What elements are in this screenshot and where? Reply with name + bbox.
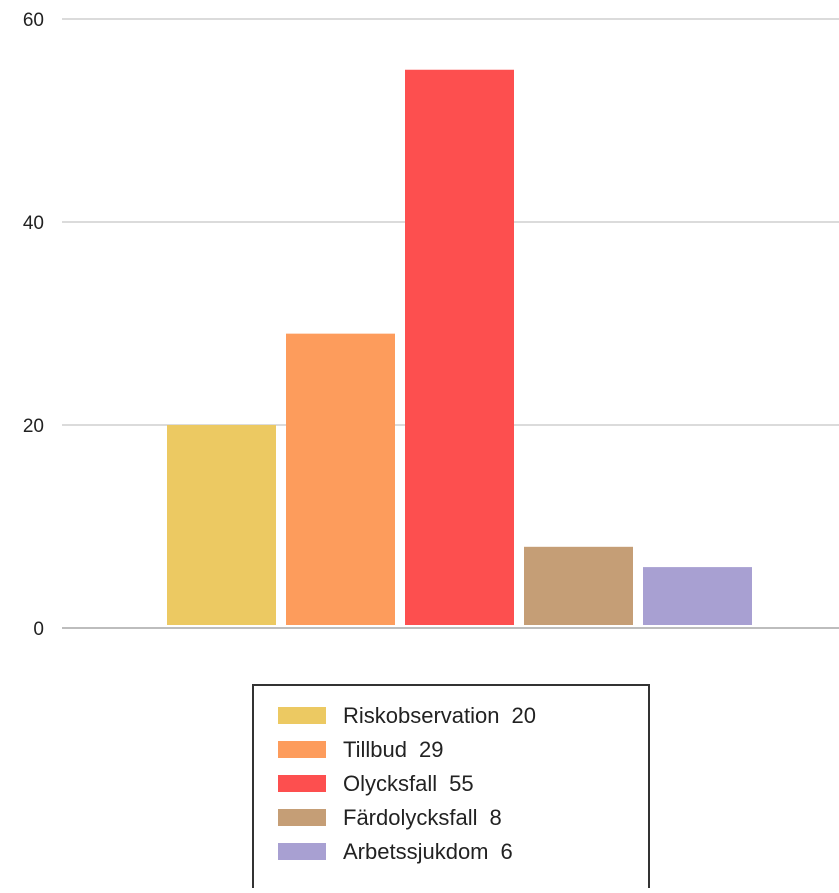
legend-value: 8 — [489, 805, 501, 830]
bars — [167, 69, 752, 625]
bar — [167, 425, 276, 625]
legend-swatch — [278, 843, 326, 860]
legend-label: Färdolycksfall 8 — [343, 805, 502, 830]
legend-value: 20 — [512, 703, 536, 728]
legend-value: 29 — [419, 737, 443, 762]
y-tick-label: 0 — [33, 619, 44, 640]
legend-swatch — [278, 775, 326, 792]
legend-category: Olycksfall — [343, 771, 437, 796]
y-axis-ticks: 0 20 40 60 — [23, 10, 44, 640]
legend-swatch — [278, 707, 326, 724]
legend-category: Arbetssjukdom — [343, 839, 489, 864]
legend-label: Riskobservation 20 — [343, 703, 536, 728]
legend-swatch — [278, 809, 326, 826]
y-tick-label: 60 — [23, 10, 44, 31]
legend: Riskobservation 20 Tillbud 29 Olycksfall 55 Fä… — [252, 684, 650, 893]
bar — [524, 546, 633, 625]
legend-label: Arbetssjukdom 6 — [343, 839, 513, 864]
bar — [286, 333, 395, 625]
legend-value: 55 — [449, 771, 473, 796]
legend-swatch — [278, 741, 326, 758]
legend-category: Tillbud — [343, 737, 407, 762]
legend-category: Riskobservation — [343, 703, 500, 728]
legend-label: Tillbud 29 — [343, 737, 443, 762]
legend-value: 6 — [501, 839, 513, 864]
legend-label: Olycksfall 55 — [343, 771, 474, 796]
bar — [643, 567, 752, 625]
legend-category: Färdolycksfall — [343, 805, 477, 830]
y-tick-label: 40 — [23, 213, 44, 234]
bar — [405, 69, 514, 625]
y-tick-label: 20 — [23, 416, 44, 437]
